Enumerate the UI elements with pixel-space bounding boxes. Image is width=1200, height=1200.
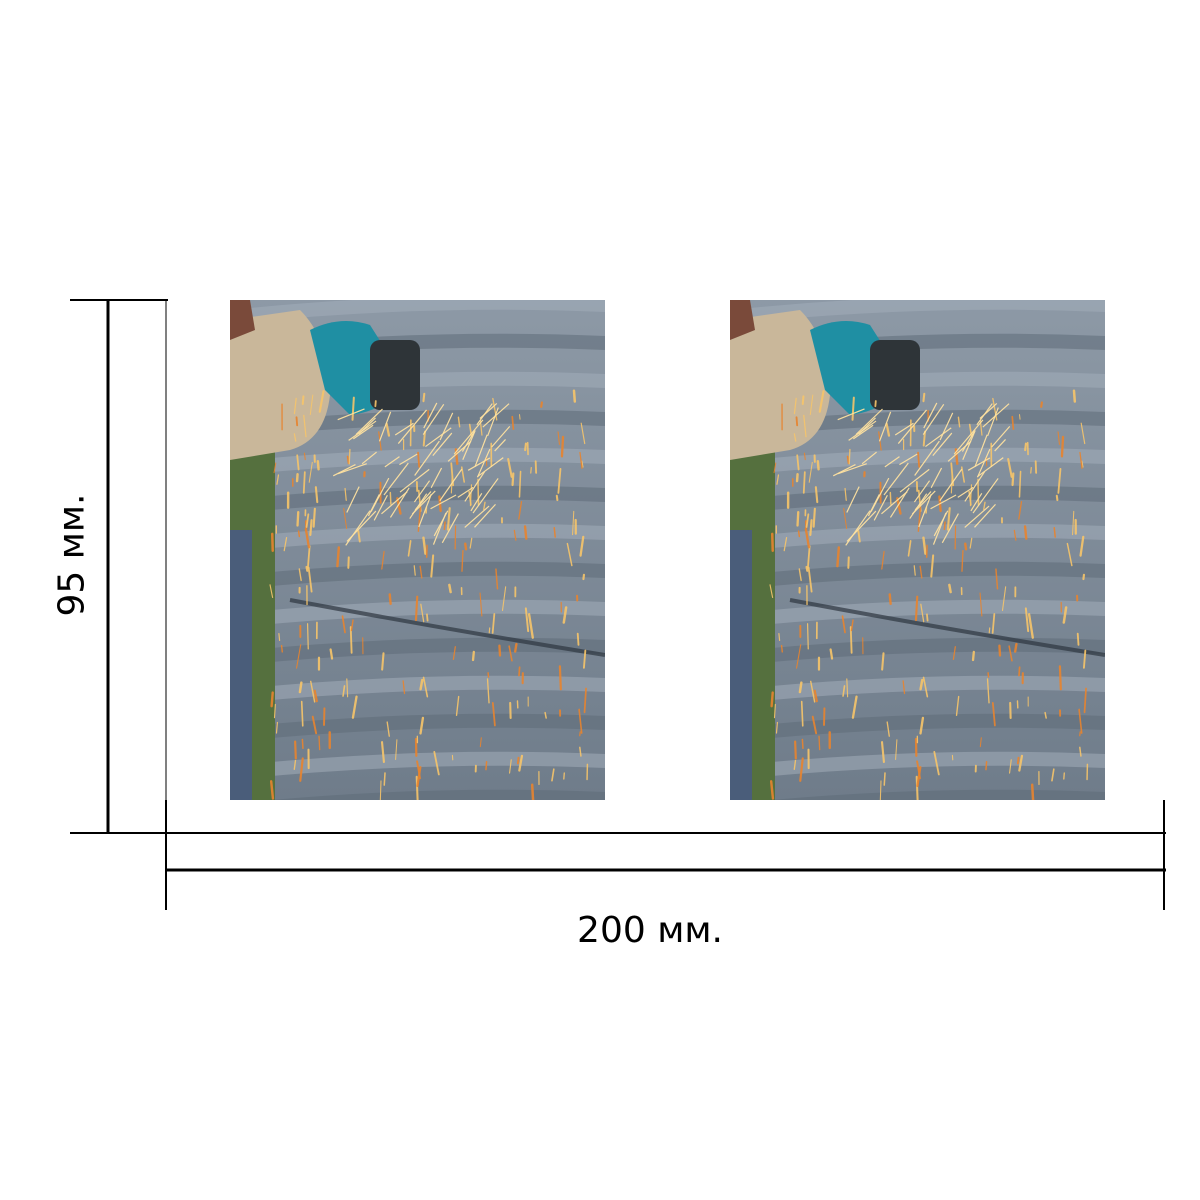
- mug-print-right-panel: [730, 300, 1105, 800]
- height-dimension-label: 95 мм.: [51, 493, 93, 617]
- mug-print-left-panel: [230, 300, 605, 800]
- grinder-sparks-image: [230, 300, 605, 800]
- grinder-sparks-image: [730, 300, 1105, 800]
- width-dimension-label: 200 мм.: [577, 910, 723, 951]
